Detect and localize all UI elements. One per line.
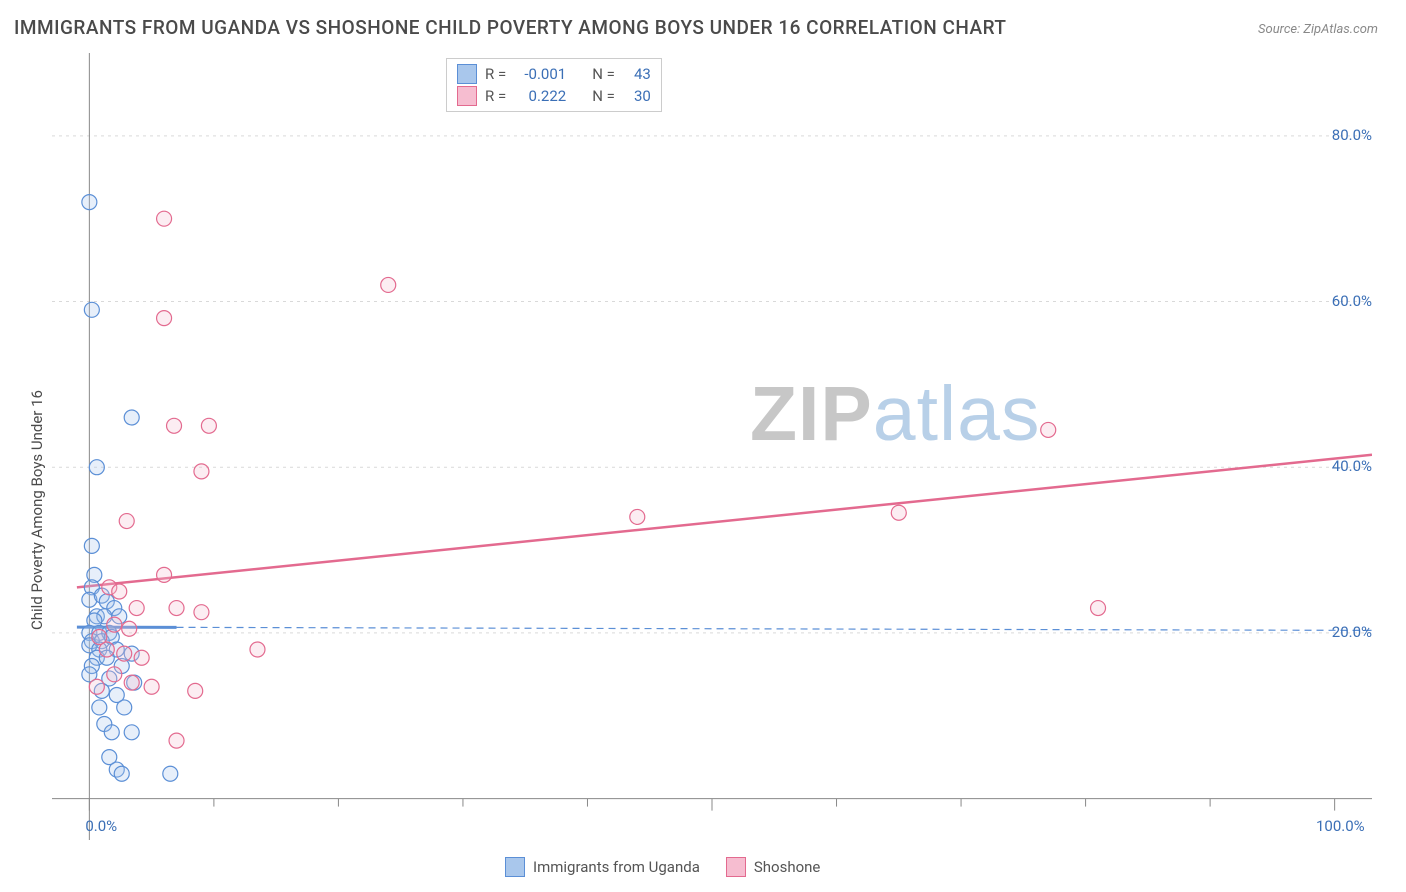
r-value-uganda: -0.001	[514, 65, 566, 83]
r-label: R =	[485, 65, 506, 83]
legend-label-shoshone: Shoshone	[754, 858, 821, 876]
n-label: N =	[592, 65, 615, 83]
y-tick-label: 40.0%	[1332, 457, 1372, 475]
y-tick-label: 60.0%	[1332, 292, 1372, 310]
series-legend: Immigrants from Uganda Shoshone	[505, 857, 820, 877]
correlation-legend: R = -0.001 N = 43 R = 0.222 N = 30	[446, 58, 662, 112]
x-tick-label: 0.0%	[85, 817, 117, 835]
legend-row-shoshone: R = 0.222 N = 30	[457, 85, 651, 107]
swatch-shoshone	[457, 86, 477, 106]
scatter-plot	[52, 53, 1372, 840]
r-label: R =	[485, 87, 506, 105]
source-attribution: Source: ZipAtlas.com	[1258, 22, 1378, 37]
legend-label-uganda: Immigrants from Uganda	[533, 858, 700, 876]
swatch-shoshone	[726, 857, 746, 877]
n-label: N =	[592, 87, 615, 105]
x-tick-label: 100.0%	[1316, 817, 1365, 835]
swatch-uganda	[505, 857, 525, 877]
r-value-shoshone: 0.222	[514, 87, 566, 105]
y-tick-label: 80.0%	[1332, 126, 1372, 144]
legend-row-uganda: R = -0.001 N = 43	[457, 63, 651, 85]
chart-title: IMMIGRANTS FROM UGANDA VS SHOSHONE CHILD…	[14, 16, 1006, 39]
y-tick-label: 20.0%	[1332, 623, 1372, 641]
y-axis-label: Child Poverty Among Boys Under 16	[28, 390, 46, 630]
n-value-shoshone: 30	[623, 87, 651, 105]
legend-item-shoshone: Shoshone	[726, 857, 821, 877]
swatch-uganda	[457, 64, 477, 84]
n-value-uganda: 43	[623, 65, 651, 83]
legend-item-uganda: Immigrants from Uganda	[505, 857, 700, 877]
